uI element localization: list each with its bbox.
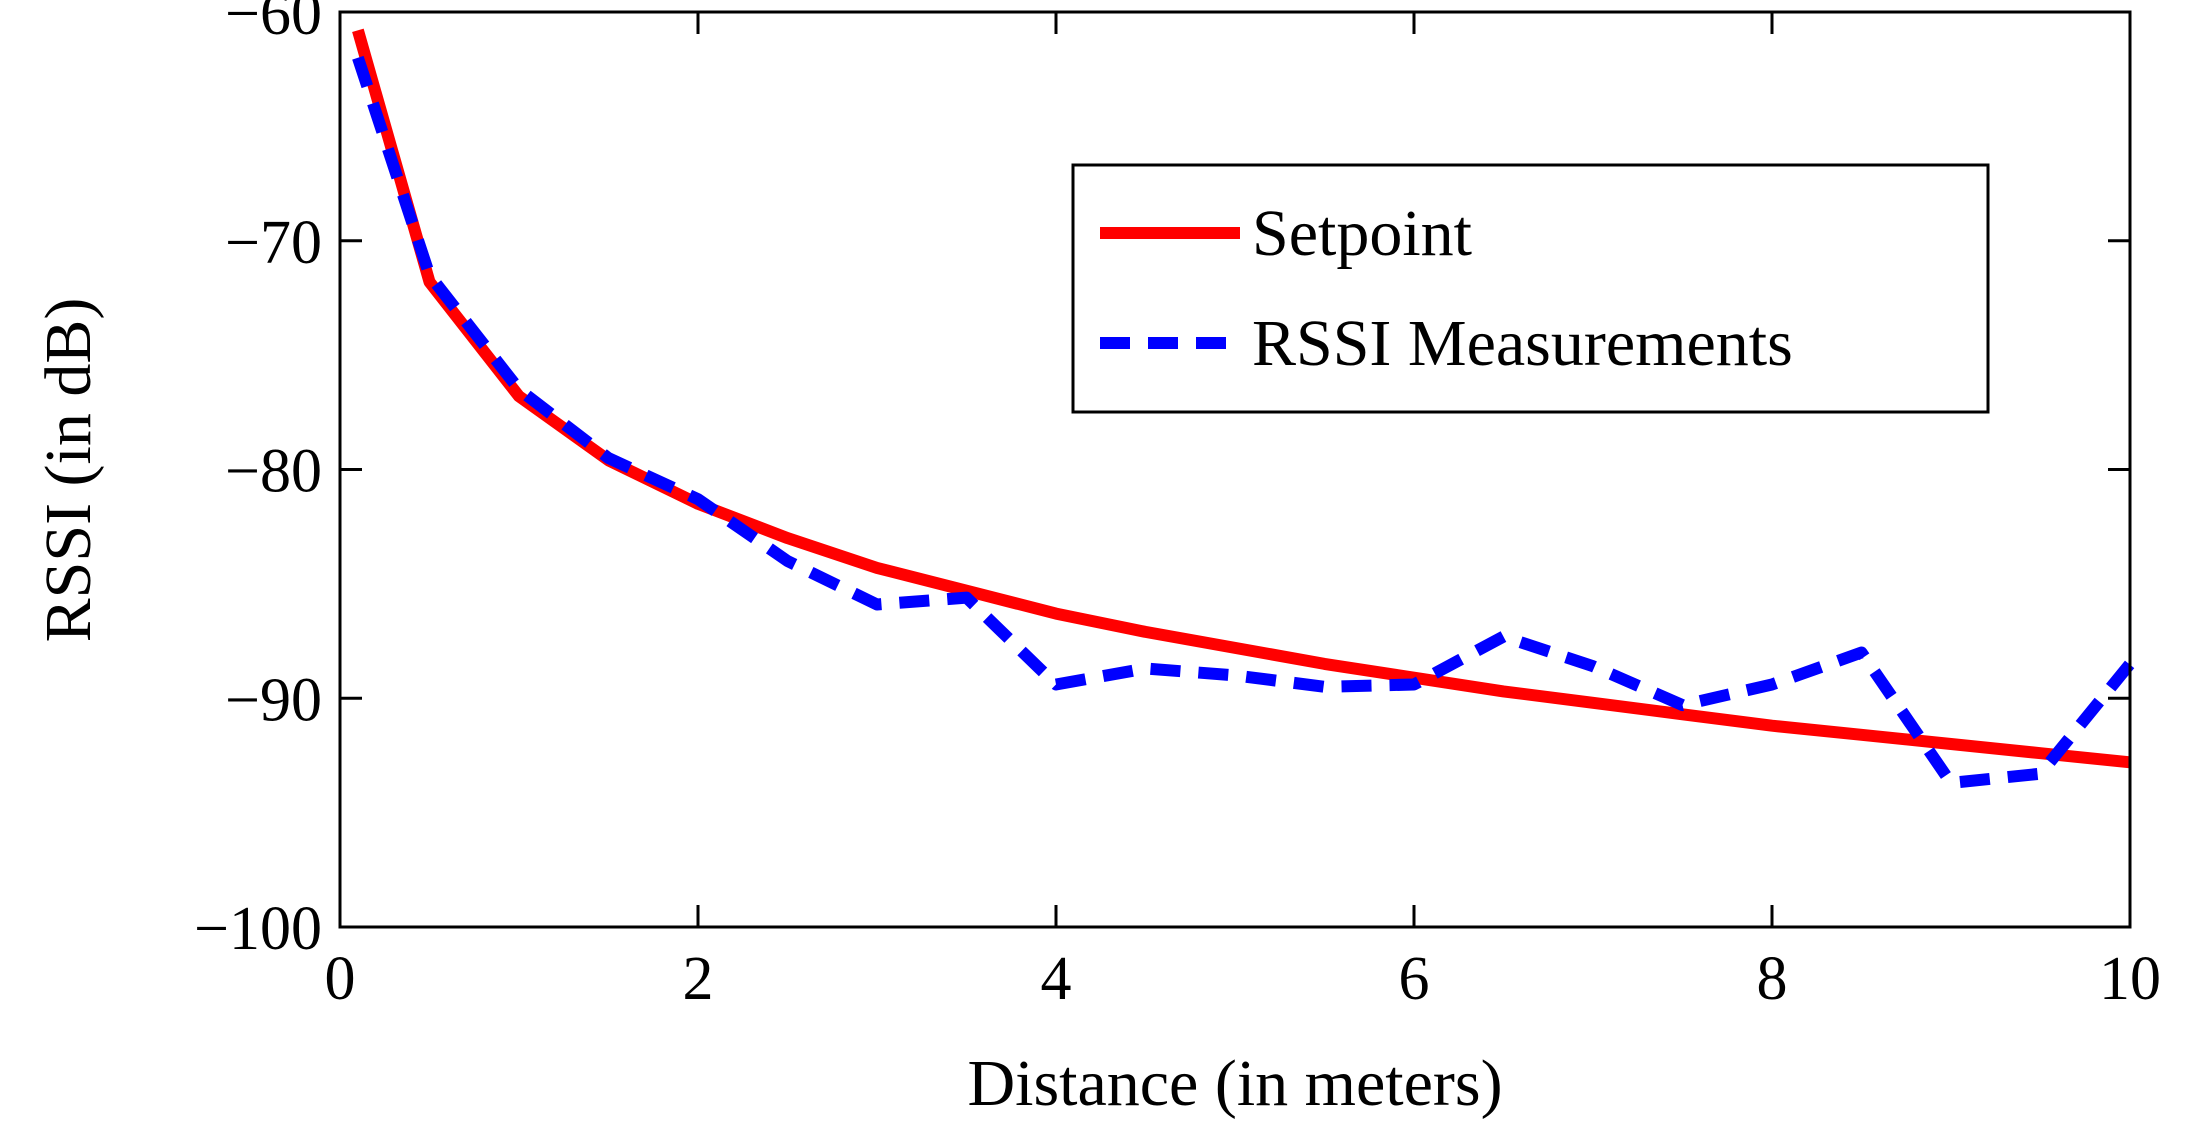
x-tick-label: 8	[1757, 945, 1788, 1013]
x-tick-label: 2	[683, 945, 714, 1013]
y-axis-title: RSSI (in dB)	[32, 298, 105, 643]
x-axis-title: Distance (in meters)	[967, 1047, 1502, 1120]
y-tick-label: −60	[225, 0, 322, 48]
legend-label-rssi-measurements: RSSI Measurements	[1252, 307, 1793, 380]
x-tick-label: 10	[2099, 945, 2161, 1013]
y-tick-label: −70	[225, 209, 322, 277]
tick-labels: 0 2 4 6 8 10 −100 −90 −80 −70 −60	[194, 0, 2161, 1013]
y-tick-label: −90	[225, 666, 322, 734]
x-tick-label: 4	[1041, 945, 1072, 1013]
y-tick-label: −80	[225, 438, 322, 506]
series-layer	[352, 28, 2135, 789]
plot-area-background	[340, 12, 2130, 927]
legend-label-setpoint: Setpoint	[1252, 197, 1472, 270]
series-line-setpoint	[352, 28, 2131, 769]
y-tick-label: −100	[194, 895, 322, 963]
legend-box	[1071, 163, 1990, 414]
x-tick-label: 0	[325, 945, 356, 1013]
plot-area-frame	[338, 10, 2132, 929]
x-tick-label: 6	[1399, 945, 1430, 1013]
legend: Setpoint RSSI Measurements	[1071, 163, 1990, 414]
